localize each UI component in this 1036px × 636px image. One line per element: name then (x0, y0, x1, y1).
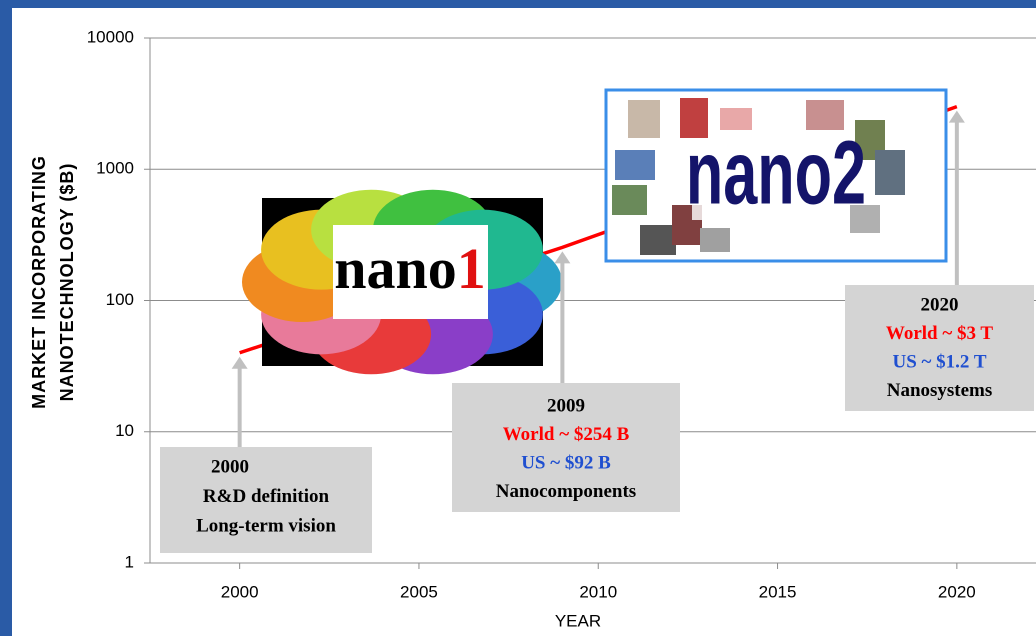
annotation-text: 2000 (211, 456, 249, 477)
annotation-text: R&D definition (203, 486, 330, 507)
annotation-text: World ~ $3 T (886, 323, 994, 344)
annotation-text: US ~ $1.2 T (893, 351, 987, 372)
image-thumbnail (612, 185, 647, 215)
x-tick-label: 2020 (938, 582, 976, 601)
x-tick-label: 2015 (759, 582, 797, 601)
x-tick-label: 2005 (400, 582, 438, 601)
y-axis-label: NANOTECHNOLOGY ($B) (57, 163, 77, 402)
chart: 1 10 100 1000 10000 2000 2005 2010 2015 2020 YEAR M… (0, 0, 1036, 636)
annotation-text: Long-term vision (196, 515, 336, 536)
annotation-text: Nanocomponents (496, 481, 636, 502)
image-label-text: nano (686, 123, 832, 224)
nano1-image: nano1 (242, 190, 562, 375)
image-label: nano2 (686, 123, 866, 224)
y-axis-label: MARKET INCORPORATING (29, 155, 49, 409)
y-tick-label: 1000 (96, 159, 134, 178)
image-thumbnail (875, 150, 905, 195)
x-axis-label: YEAR (555, 611, 601, 630)
image-thumbnail (628, 100, 660, 138)
image-thumbnail (615, 150, 655, 180)
y-tick-label: 100 (106, 290, 134, 309)
image-label-text: nano (334, 236, 457, 301)
image-label-accent: 2 (832, 123, 866, 224)
y-tick-label: 1 (125, 552, 134, 571)
image-thumbnail (700, 228, 730, 252)
image-label-accent: 1 (457, 236, 486, 301)
x-tick-label: 2000 (221, 582, 259, 601)
x-tick-label: 2010 (579, 582, 617, 601)
nano2-image: nano2 (606, 90, 946, 261)
image-label: nano1 (334, 236, 486, 301)
annotation-text: US ~ $92 B (521, 452, 611, 473)
y-tick-label: 10000 (87, 27, 134, 46)
annotation-text: World ~ $254 B (503, 424, 630, 445)
annotation-text: Nanosystems (887, 380, 993, 401)
annotation-text: 2020 (921, 294, 959, 315)
image-thumbnail (640, 225, 676, 255)
y-tick-label: 10 (115, 421, 134, 440)
annotation-text: 2009 (547, 395, 585, 416)
